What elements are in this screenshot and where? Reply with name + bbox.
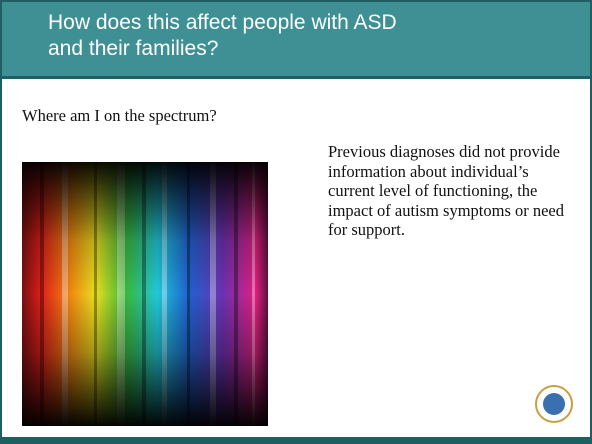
logo-center <box>543 393 565 415</box>
footer-bar <box>2 437 590 442</box>
vignette <box>22 162 268 426</box>
spectrum-image <box>22 162 268 426</box>
slide-title: How does this affect people with ASD and… <box>48 10 397 62</box>
title-line: How does this affect people with ASD <box>48 11 397 34</box>
body-text: Previous diagnoses did not provide infor… <box>328 142 565 239</box>
title-line: and their families? <box>48 37 219 60</box>
header-bar: How does this affect people with ASD and… <box>2 2 590 79</box>
logo <box>535 385 573 423</box>
image-caption: Where am I on the spectrum? <box>22 106 217 125</box>
